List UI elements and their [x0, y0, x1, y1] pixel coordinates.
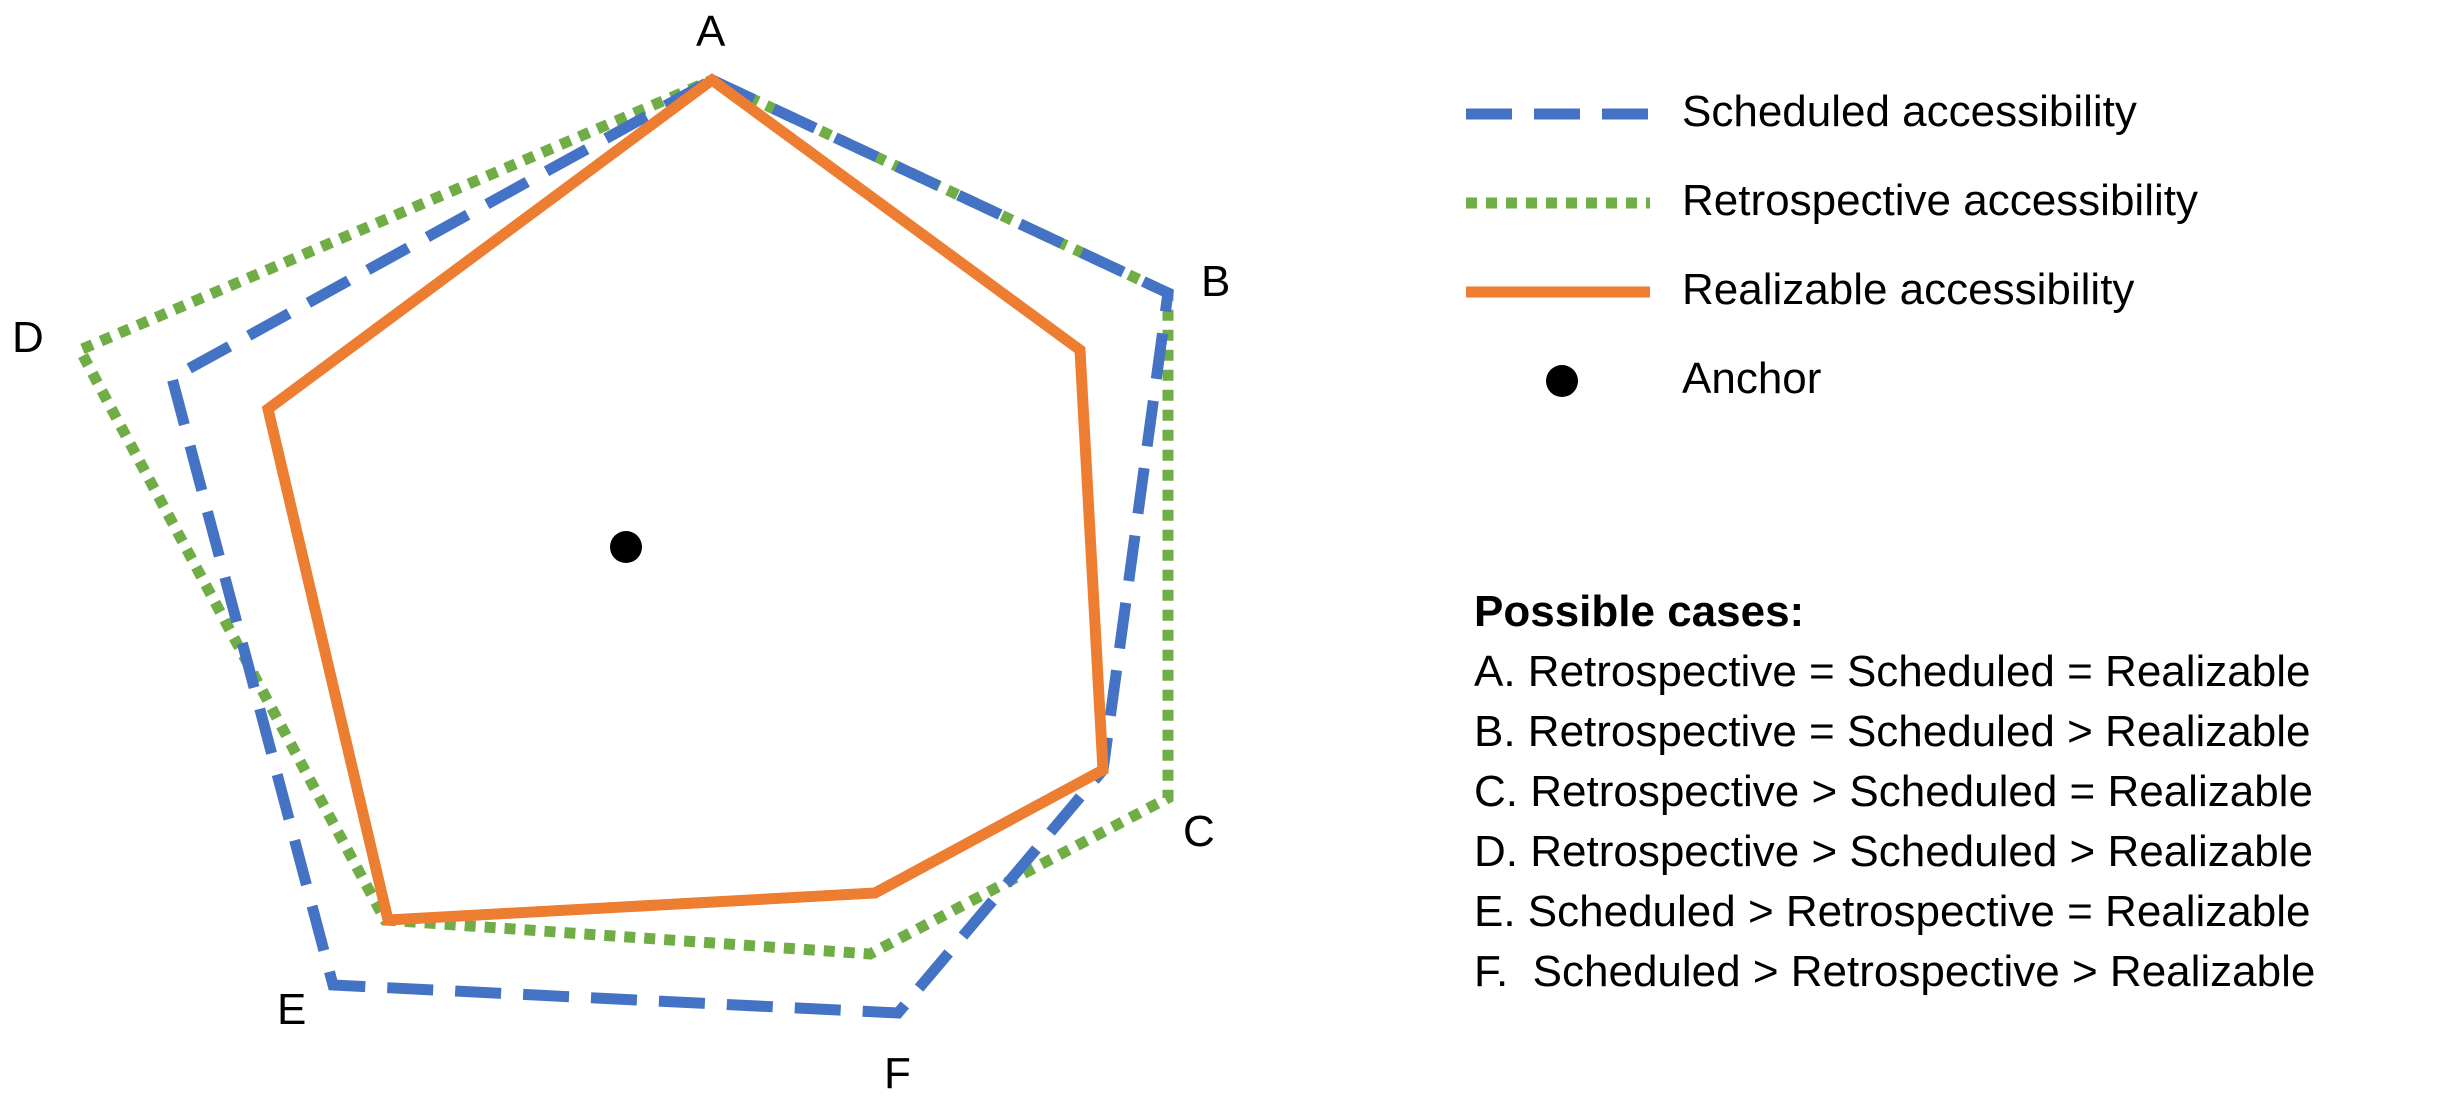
case-item-d: D. Retrospective > Scheduled > Realizabl…	[1474, 827, 2313, 876]
realizable-polygon	[261, 73, 1109, 926]
legend-label-anchor: Anchor	[1682, 354, 1821, 403]
vertex-label-b: B	[1201, 257, 1230, 306]
case-item-b: B. Retrospective = Scheduled > Realizabl…	[1474, 707, 2311, 756]
vertex-label-c: C	[1183, 807, 1215, 856]
legend-swatch-anchor	[1546, 365, 1578, 397]
cases-heading: Possible cases:	[1474, 587, 1804, 636]
case-item-e: E. Scheduled > Retrospective = Realizabl…	[1474, 887, 2311, 936]
case-item-a: A. Retrospective = Scheduled = Realizabl…	[1474, 647, 2311, 696]
legend-item-scheduled: Scheduled accessibility	[1466, 87, 2137, 136]
vertex-label-f: F	[884, 1049, 911, 1098]
legend-label-scheduled: Scheduled accessibility	[1682, 87, 2137, 136]
case-item-f: F. Scheduled > Retrospective > Realizabl…	[1474, 947, 2315, 996]
vertex-label-d: D	[12, 313, 44, 362]
anchor-point	[610, 531, 642, 563]
scheduled-polygon	[165, 73, 1174, 1019]
legend-label-realizable: Realizable accessibility	[1682, 265, 2134, 314]
vertex-label-a: A	[696, 7, 726, 56]
legend-item-realizable: Realizable accessibility	[1466, 265, 2134, 314]
legend-item-retrospective: Retrospective accessibility	[1466, 176, 2198, 225]
legend-label-retrospective: Retrospective accessibility	[1682, 176, 2198, 225]
cases-list: Possible cases: A. Retrospective = Sched…	[1474, 587, 2315, 996]
legend: Scheduled accessibility Retrospective ac…	[1466, 87, 2198, 403]
legend-item-anchor: Anchor	[1546, 354, 1821, 403]
vertex-label-e: E	[277, 985, 306, 1034]
case-item-c: C. Retrospective > Scheduled = Realizabl…	[1474, 767, 2313, 816]
